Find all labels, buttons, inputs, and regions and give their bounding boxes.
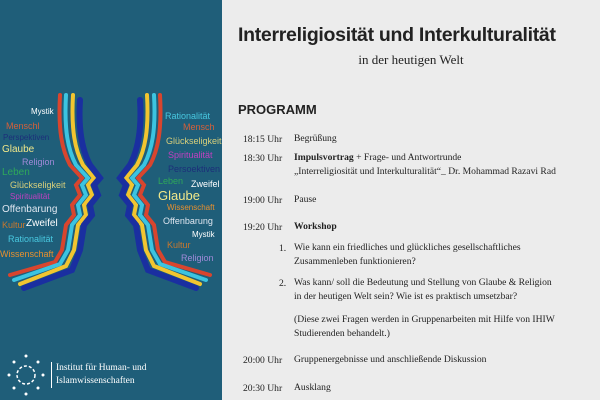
page-title: Interreligiosität und Interkulturalität bbox=[238, 24, 556, 46]
agenda-item: Gruppenergebnisse und anschließende Disk… bbox=[294, 354, 487, 365]
institute-line: Institut für Human- und bbox=[56, 363, 147, 373]
agenda-item-text: + Frage- und Antwortrunde bbox=[353, 152, 462, 163]
word-cloud-word: Zweifel bbox=[26, 218, 58, 229]
time: 19:00 Uhr bbox=[243, 195, 283, 206]
institute-line: Islamwissenschaften bbox=[56, 376, 135, 386]
word-cloud-word: Wissenschaft bbox=[0, 249, 54, 259]
question-line: in der heutigen Welt sein? Wie ist es pr… bbox=[294, 291, 518, 302]
left-face-line bbox=[18, 93, 97, 286]
word-cloud-word: Offenbarung bbox=[2, 204, 58, 215]
agenda-item-bold: Impulsvortrag bbox=[294, 152, 354, 163]
word-cloud-word: Mystik bbox=[31, 107, 54, 116]
right-face-line bbox=[135, 93, 212, 277]
agenda-item: Impulsvortrag + Frage- und Antwortrunde „… bbox=[294, 151, 556, 179]
faces-profile-illustration bbox=[8, 93, 212, 291]
time: 18:15 Uhr bbox=[243, 134, 283, 145]
question-number: 2. bbox=[279, 278, 287, 289]
right-face-line bbox=[116, 97, 199, 291]
poster-art-panel: Mystik Menschl Perspektiven Glaube Religion L… bbox=[0, 0, 222, 400]
page-subtitle: in der heutigen Welt bbox=[358, 52, 464, 67]
institute-logo bbox=[7, 354, 45, 396]
word-cloud-word: Spiritualität bbox=[10, 192, 50, 201]
word-cloud-word: Offenbarung bbox=[163, 216, 213, 226]
right-face-line bbox=[123, 93, 202, 286]
time: 18:30 Uhr bbox=[243, 153, 283, 164]
left-face-line bbox=[12, 93, 91, 282]
agenda-item: Begrüßung bbox=[294, 133, 337, 144]
program-panel: Interreligiosität und Interkulturalität … bbox=[222, 0, 600, 400]
word-cloud-word: Glückseligkeit bbox=[10, 180, 66, 190]
workshop-note: (Diese zwei Fragen werden in Gruppenarbe… bbox=[294, 313, 555, 341]
word-cloud-word: Rationalität bbox=[8, 234, 54, 244]
note-line: Studierenden behandelt.) bbox=[294, 328, 390, 339]
word-cloud-word: Religion bbox=[181, 253, 214, 263]
time: 20:00 Uhr bbox=[243, 355, 283, 366]
word-cloud-word: Glückseligkeit bbox=[166, 136, 222, 146]
left-face-line bbox=[21, 97, 104, 291]
question-line: Wie kann ein friedliches und glückliches… bbox=[294, 242, 521, 253]
agenda-item-detail: „Interreligiosität und Interkulturalität… bbox=[294, 166, 556, 177]
time: 20:30 Uhr bbox=[243, 383, 283, 394]
word-cloud-word: Perspektiven bbox=[3, 133, 50, 142]
note-line: (Diese zwei Fragen werden in Gruppenarbe… bbox=[294, 314, 555, 325]
word-cloud-word: Leben bbox=[2, 167, 30, 178]
right-face-line bbox=[129, 93, 208, 282]
agenda-item: Pause bbox=[294, 194, 317, 205]
word-cloud-word: Religion bbox=[22, 157, 55, 167]
question-line: Zusammenleben funktionieren? bbox=[294, 256, 416, 267]
time: 19:20 Uhr bbox=[243, 222, 283, 233]
word-cloud-word: Persoektiven bbox=[168, 164, 221, 174]
agenda-item: Workshop bbox=[294, 220, 337, 234]
program-heading: PROGRAMM bbox=[238, 102, 317, 117]
word-cloud-word: Wissenschaft bbox=[167, 203, 215, 212]
institute-name: Institut für Human- und Islamwissenschaf… bbox=[51, 362, 147, 388]
word-cloud-word: Kultur bbox=[167, 240, 191, 250]
word-cloud-word: Glaube bbox=[158, 188, 200, 203]
left-face-line bbox=[8, 93, 85, 277]
word-cloud-word: Zweifel bbox=[191, 179, 220, 189]
word-cloud-word: Mensch bbox=[183, 122, 215, 132]
agenda-item: Ausklang bbox=[294, 382, 331, 393]
word-cloud-word: Mystik bbox=[192, 230, 215, 239]
word-cloud-word: Kultur bbox=[2, 220, 26, 230]
question: Wie kann ein friedliches und glückliches… bbox=[294, 241, 521, 269]
word-cloud-word: Rationalität bbox=[165, 111, 211, 121]
question-line: Was kann/ soll die Bedeutung und Stellun… bbox=[294, 277, 552, 288]
word-cloud-word: Leben bbox=[158, 176, 184, 186]
word-cloud-word: Menschl bbox=[6, 121, 40, 131]
question-number: 1. bbox=[279, 243, 287, 254]
question: Was kann/ soll die Bedeutung und Stellun… bbox=[294, 276, 552, 304]
agenda-item-bold: Workshop bbox=[294, 221, 337, 232]
word-cloud-word: Spiritualität bbox=[168, 150, 213, 160]
word-cloud-word: Glaube bbox=[2, 144, 35, 155]
